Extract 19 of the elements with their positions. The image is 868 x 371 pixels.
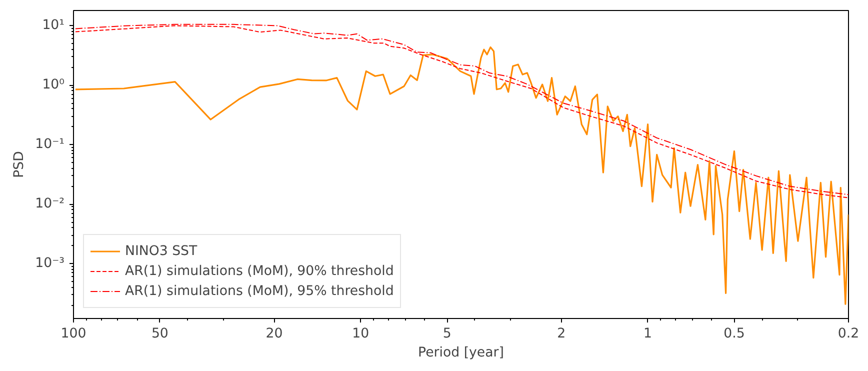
x-tick-label: 2 (557, 326, 566, 342)
y-tick-label: 10¹ (42, 18, 65, 34)
x-tick-label: 50 (151, 326, 168, 342)
x-tick-label: 100 (60, 326, 86, 342)
y-tick-label: 10⁻¹ (35, 137, 65, 152)
x-tick-label: 5 (442, 326, 452, 342)
x-tick-label: 1 (644, 326, 652, 342)
y-tick-label: 10⁰ (42, 78, 65, 93)
x-tick-label: 0.5 (724, 326, 745, 342)
x-tick-label: 0.2 (838, 326, 860, 342)
x-tick-label: 20 (266, 326, 283, 342)
y-axis-title: PSD (12, 151, 28, 178)
legend-label: AR(1) simulations (MoM), 90% threshold (125, 263, 394, 279)
y-tick-label: 10⁻³ (35, 256, 65, 272)
legend-label: NINO3 SST (125, 243, 198, 259)
legend-label: AR(1) simulations (MoM), 95% threshold (125, 283, 394, 299)
y-tick-label: 10⁻² (35, 196, 65, 212)
x-tick-label: 10 (352, 326, 370, 342)
x-axis-title: Period [year] (418, 346, 504, 360)
